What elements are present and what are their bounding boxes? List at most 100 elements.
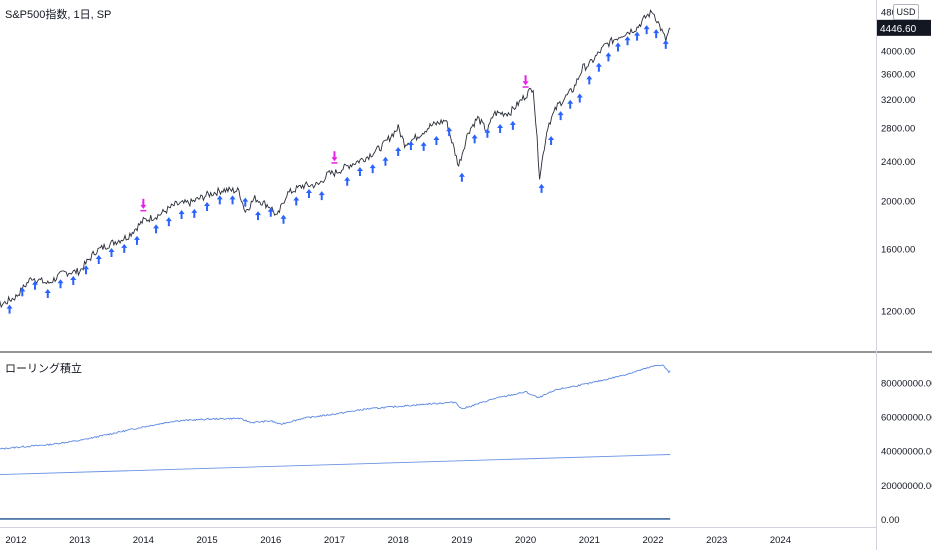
rolling-investment-pane[interactable]	[0, 364, 671, 520]
price-series-line[interactable]	[0, 9, 671, 309]
buy-signal-marker[interactable]	[643, 25, 650, 35]
buy-arrow-icon	[153, 224, 160, 234]
sub-axis-tick-label: 0.00	[881, 515, 900, 526]
buy-signal-marker[interactable]	[382, 156, 389, 166]
buy-signal-marker[interactable]	[318, 191, 325, 201]
buy-arrow-icon	[643, 25, 650, 35]
buy-arrow-icon	[605, 52, 612, 62]
buy-signal-marker[interactable]	[216, 195, 223, 205]
buy-signal-marker[interactable]	[586, 75, 593, 85]
buy-arrow-icon	[165, 217, 172, 227]
price-axis-tick-label: 2400.00	[881, 157, 915, 168]
buy-signal-marker[interactable]	[153, 224, 160, 234]
buy-arrow-icon	[83, 265, 90, 275]
buy-signal-marker[interactable]	[83, 265, 90, 275]
buy-signal-marker[interactable]	[662, 39, 669, 49]
buy-signal-marker[interactable]	[605, 52, 612, 62]
buy-signal-marker[interactable]	[576, 93, 583, 103]
buy-signal-marker[interactable]	[178, 210, 185, 220]
buy-signal-marker[interactable]	[446, 127, 453, 137]
buy-signal-marker[interactable]	[484, 128, 491, 138]
buy-signal-marker[interactable]	[548, 136, 555, 146]
buy-arrow-icon	[567, 99, 574, 109]
sell-signal-marker[interactable]	[140, 198, 147, 212]
sell-signal-marker[interactable]	[522, 75, 529, 88]
time-axis-tick-label: 2024	[770, 535, 791, 546]
buy-arrow-icon	[662, 39, 669, 49]
currency-unit-badge[interactable]: USD	[893, 4, 919, 20]
buy-signal-marker[interactable]	[133, 235, 140, 245]
buy-signal-marker[interactable]	[395, 147, 402, 157]
buy-arrow-icon	[133, 235, 140, 245]
buy-arrow-icon	[242, 197, 249, 207]
buy-signal-marker[interactable]	[369, 164, 376, 174]
buy-signal-marker[interactable]	[614, 42, 621, 52]
buy-arrow-icon	[497, 124, 504, 134]
buy-signal-marker[interactable]	[356, 167, 363, 177]
buy-arrow-icon	[538, 183, 545, 193]
sub-legend-title: ローリング積立	[5, 363, 82, 375]
buy-signal-marker[interactable]	[70, 276, 77, 286]
buy-signal-marker[interactable]	[57, 279, 64, 289]
buy-arrow-icon	[595, 62, 602, 72]
buy-signal-marker[interactable]	[407, 141, 414, 151]
buy-signal-marker[interactable]	[538, 183, 545, 193]
buy-signal-marker[interactable]	[420, 141, 427, 151]
buy-arrow-icon	[458, 172, 465, 182]
price-axis-tick-label: 2800.00	[881, 124, 915, 135]
sub-axis-tick-label: 20000000.00	[881, 481, 932, 492]
buy-signal-marker[interactable]	[557, 111, 564, 121]
time-axis-tick-label: 2015	[196, 535, 217, 546]
time-axis-tick-label: 2016	[260, 535, 281, 546]
buy-arrow-icon	[420, 141, 427, 151]
buy-arrow-icon	[509, 120, 516, 130]
buy-signal-marker[interactable]	[229, 195, 236, 205]
buy-signal-marker[interactable]	[32, 280, 39, 290]
buy-signal-marker[interactable]	[471, 134, 478, 144]
sell-bar-icon	[522, 86, 529, 88]
buy-signal-marker[interactable]	[255, 211, 262, 221]
portfolio-value-line[interactable]	[0, 364, 671, 450]
buy-arrow-icon	[407, 141, 414, 151]
buy-signal-marker[interactable]	[293, 196, 300, 206]
buy-signal-marker[interactable]	[509, 120, 516, 130]
buy-arrow-icon	[446, 127, 453, 137]
buy-signal-marker[interactable]	[634, 31, 641, 41]
buy-signal-marker[interactable]	[191, 208, 198, 218]
buy-signal-marker[interactable]	[108, 247, 115, 257]
buy-arrow-icon	[369, 164, 376, 174]
buy-signal-marker[interactable]	[280, 214, 287, 224]
buy-arrow-icon	[191, 208, 198, 218]
buy-signal-marker[interactable]	[204, 202, 211, 212]
buy-arrow-icon	[121, 243, 128, 253]
buy-signal-marker[interactable]	[19, 287, 26, 297]
buy-signal-marker[interactable]	[6, 304, 13, 314]
sell-signal-marker[interactable]	[331, 151, 338, 164]
buy-arrow-icon	[95, 255, 102, 265]
main-legend-title: S&P500指数, 1日, SP	[5, 9, 112, 21]
buy-signal-marker[interactable]	[242, 197, 249, 207]
buy-signal-marker[interactable]	[95, 255, 102, 265]
buy-signal-marker[interactable]	[653, 29, 660, 39]
buy-arrow-icon	[178, 210, 185, 220]
buy-arrow-icon	[216, 195, 223, 205]
buy-signal-marker[interactable]	[458, 172, 465, 182]
buy-signal-marker[interactable]	[121, 243, 128, 253]
buy-arrow-icon	[471, 134, 478, 144]
buy-signal-marker[interactable]	[44, 289, 51, 299]
buy-signal-marker[interactable]	[165, 217, 172, 227]
buy-arrow-icon	[614, 42, 621, 52]
buy-arrow-icon	[318, 191, 325, 201]
buy-signal-marker[interactable]	[433, 136, 440, 146]
buy-signal-marker[interactable]	[567, 99, 574, 109]
buy-signal-marker[interactable]	[267, 207, 274, 217]
buy-signal-marker[interactable]	[497, 124, 504, 134]
buy-arrow-icon	[382, 156, 389, 166]
invested-amount-line[interactable]	[0, 454, 671, 476]
buy-signal-marker[interactable]	[305, 189, 312, 199]
buy-signal-marker[interactable]	[595, 62, 602, 72]
buy-signal-marker[interactable]	[344, 176, 351, 186]
buy-signal-marker[interactable]	[624, 36, 631, 46]
main-price-pane[interactable]	[0, 9, 671, 321]
